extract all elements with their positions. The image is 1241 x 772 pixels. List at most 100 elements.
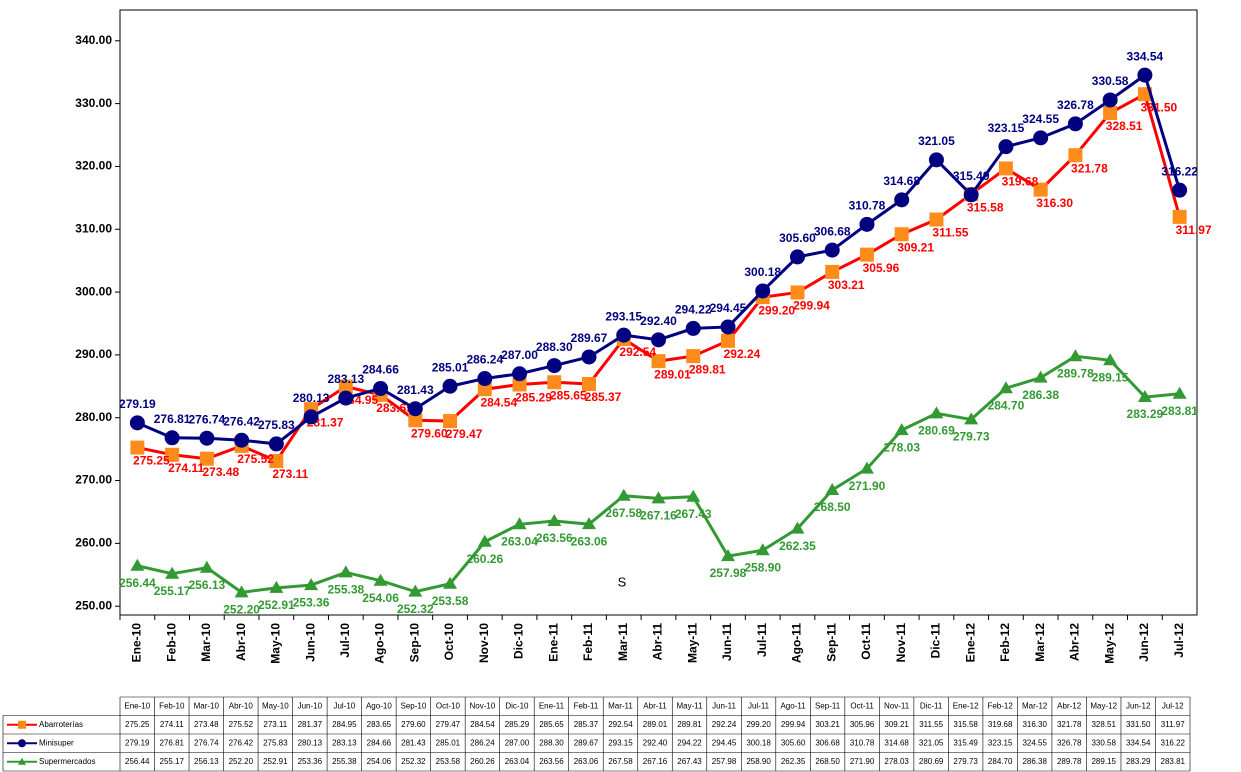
data-label: 274.11 [168,461,204,475]
table-cell: 294.22 [677,738,702,747]
table-cell: 324.55 [1022,738,1047,747]
table-cell: 254.06 [367,757,392,766]
data-label: 276.81 [154,412,191,426]
data-label: 258.90 [744,560,781,574]
data-label: 263.56 [536,531,573,545]
table-cell: 316.30 [1022,720,1047,729]
table-header: Dic-11 [920,701,943,710]
table-cell: 267.43 [677,757,702,766]
marker [929,212,944,227]
marker [1172,209,1187,224]
data-label: 273.11 [272,467,308,481]
marker [998,139,1014,155]
marker [964,412,979,425]
table-header: Ene-12 [953,701,979,710]
table-header: Jun-12 [1126,701,1151,710]
table-cell: 326.78 [1057,738,1082,747]
y-tick-label: 250.00 [75,598,112,612]
x-tick-label: Dic-11 [929,623,943,659]
x-tick-label: Feb-12 [998,623,1012,662]
data-label: 275.83 [258,418,295,432]
x-tick-label: Ene-10 [130,623,144,663]
marker [929,406,944,419]
marker [199,430,215,446]
table-header: Sep-10 [400,701,426,710]
table-cell: 294.45 [712,738,737,747]
table-cell: 330.58 [1091,738,1116,747]
table-header: Feb-11 [574,701,599,710]
y-tick-label: 270.00 [75,473,112,487]
legend-label: Minisuper [39,738,74,747]
data-label: 321.78 [1071,161,1108,175]
data-label: 289.78 [1057,366,1094,380]
data-label: 288.30 [536,340,573,354]
table-cell: 300.18 [746,738,771,747]
marker [894,423,909,436]
legend-label: Supermercados [39,757,95,766]
table-cell: 292.54 [608,720,633,729]
x-tick-label: Nov-10 [477,623,491,663]
marker [477,371,493,387]
table-header: Ago-11 [780,701,806,710]
table-cell: 276.42 [229,738,254,747]
table-header: Jul-12 [1162,701,1184,710]
table-cell: 280.13 [298,738,323,747]
data-label: 275.25 [133,454,170,468]
data-label: 292.24 [724,347,761,361]
x-tick-label: Jun-12 [1137,623,1151,662]
data-label: 267.16 [640,509,677,523]
marker [129,415,145,431]
table-cell: 321.78 [1057,720,1082,729]
marker [1068,148,1083,163]
table-cell: 285.65 [539,720,564,729]
marker [651,332,666,348]
marker [165,566,180,579]
marker [859,216,875,232]
marker [408,584,423,597]
legend-marker [18,739,26,748]
table-cell: 331.50 [1126,720,1151,729]
legend-marker [18,757,26,765]
table-cell: 283.81 [1161,757,1186,766]
data-label: 285.65 [550,388,587,402]
marker [304,578,319,591]
table-cell: 287.00 [505,738,530,747]
table-header: Jun-11 [712,701,736,710]
table-header: Abr-11 [643,701,667,710]
x-tick-label: May-10 [269,623,283,664]
data-label: 334.54 [1127,49,1164,63]
table-cell: 283.65 [367,720,392,729]
table-header: Ene-10 [124,701,150,710]
table-cell: 281.43 [401,738,426,747]
table-cell: 314.68 [884,738,909,747]
marker [234,585,249,598]
marker [164,430,180,446]
data-label: 330.58 [1092,74,1129,88]
y-tick-label: 260.00 [75,536,112,550]
data-label: 287.00 [501,348,538,362]
data-label: 324.55 [1022,112,1059,126]
table-cell: 274.11 [160,720,184,729]
table-cell: 311.55 [919,720,943,729]
table-header: Oct-10 [436,701,461,710]
data-label: 283.13 [327,372,364,386]
data-label: 284.70 [988,398,1025,412]
table-cell: 309.21 [884,720,909,729]
marker [512,377,527,392]
data-label: 299.94 [793,299,830,313]
table-cell: 293.15 [608,738,633,747]
table-cell: 284.66 [367,738,392,747]
table-cell: 299.94 [781,720,806,729]
table-cell: 285.37 [574,720,599,729]
table-cell: 263.06 [574,757,599,766]
marker [1033,182,1048,197]
marker [547,514,562,527]
data-label: 279.47 [446,427,483,441]
data-label: 275.52 [237,452,274,466]
x-tick-label: Mar-12 [1033,623,1047,662]
table-header: Nov-11 [884,701,910,710]
table-cell: 275.52 [229,720,254,729]
data-label: 292.54 [619,345,656,359]
data-label: 255.17 [154,584,191,598]
table-cell: 289.78 [1057,757,1082,766]
